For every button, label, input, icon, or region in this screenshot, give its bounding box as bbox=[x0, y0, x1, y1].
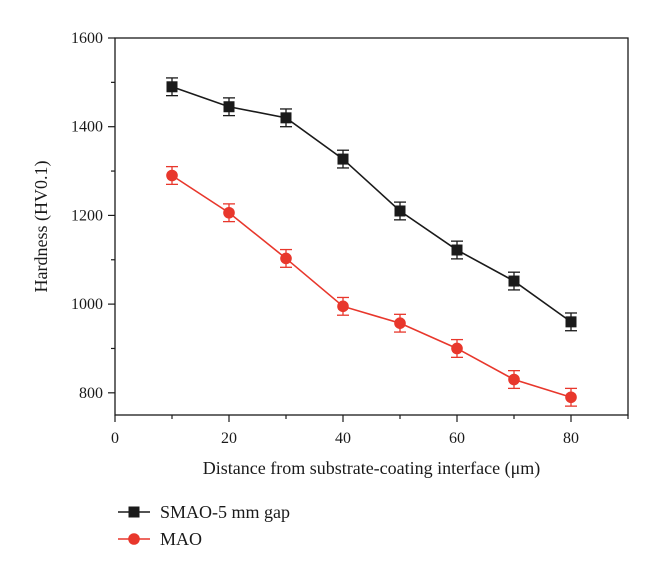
x-tick-label: 20 bbox=[221, 430, 237, 447]
data-point bbox=[508, 275, 520, 287]
x-tick-label: 40 bbox=[335, 430, 351, 447]
y-tick-label: 1000 bbox=[71, 296, 103, 313]
data-point bbox=[394, 317, 406, 329]
data-point bbox=[565, 391, 577, 404]
data-point bbox=[280, 112, 292, 124]
y-axis-title: Hardness (HV0.1) bbox=[31, 161, 52, 293]
axes: 0 20 40 60 80 800 1000 1200 1400 1600 bbox=[71, 30, 629, 447]
legend: SMAO-5 mm gap MAO bbox=[118, 502, 290, 549]
y-tick-label: 800 bbox=[79, 385, 103, 402]
data-point bbox=[337, 300, 349, 313]
series-line-2 bbox=[171, 174, 572, 399]
data-point bbox=[394, 205, 406, 217]
data-point bbox=[166, 169, 178, 182]
data-point bbox=[223, 206, 235, 219]
y-tick-label: 1600 bbox=[71, 30, 103, 47]
legend-label: SMAO-5 mm gap bbox=[160, 502, 290, 522]
data-point bbox=[337, 153, 349, 165]
data-point bbox=[565, 316, 577, 328]
data-point bbox=[451, 342, 463, 355]
series-line-1 bbox=[171, 86, 572, 323]
legend-label: MAO bbox=[160, 529, 202, 549]
x-tick-label: 60 bbox=[449, 430, 465, 447]
y-tick-label: 1400 bbox=[71, 119, 103, 136]
x-tick-label: 0 bbox=[111, 430, 119, 447]
series-layer bbox=[166, 77, 577, 407]
data-point bbox=[451, 244, 463, 256]
data-point bbox=[508, 373, 520, 386]
x-tick-label: 80 bbox=[563, 430, 579, 447]
plot-frame bbox=[114, 37, 629, 416]
y-tick-label: 1200 bbox=[71, 207, 103, 224]
x-axis-title: Distance from substrate-coating interfac… bbox=[203, 458, 541, 479]
data-point bbox=[223, 101, 235, 113]
data-point bbox=[280, 252, 292, 265]
legend-marker bbox=[128, 506, 140, 518]
data-point bbox=[166, 81, 178, 93]
legend-marker bbox=[128, 533, 140, 545]
